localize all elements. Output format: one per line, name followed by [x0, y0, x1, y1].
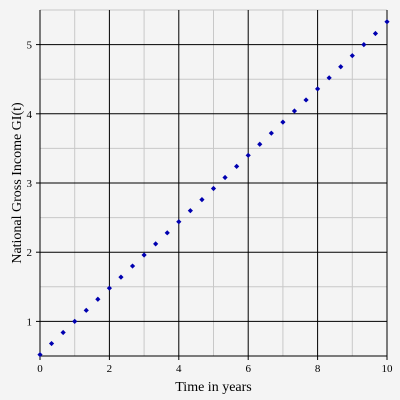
data-point	[129, 263, 136, 269]
data-point	[187, 208, 193, 214]
data-point	[245, 152, 251, 158]
data-point	[291, 108, 298, 114]
data-point	[338, 64, 344, 70]
data-point	[257, 141, 263, 147]
data-point	[222, 174, 228, 181]
data-point	[83, 307, 89, 313]
axes	[36, 10, 388, 360]
data-point	[118, 274, 124, 280]
x-tick-label: 8	[315, 363, 321, 375]
data-point	[303, 97, 309, 103]
data-point	[349, 53, 355, 59]
x-tick-label: 4	[176, 363, 182, 375]
data-point	[210, 185, 217, 192]
x-tick-label: 0	[37, 363, 43, 375]
data-point	[326, 75, 332, 81]
y-tick-label: 4	[27, 109, 33, 121]
data-point	[234, 163, 240, 169]
y-tick-label: 3	[27, 178, 33, 190]
data-point	[384, 19, 390, 25]
y-tick-label: 5	[27, 40, 33, 52]
y-tick-label: 2	[27, 247, 33, 259]
data-point	[372, 30, 379, 37]
data-point	[176, 219, 182, 225]
data-point	[164, 230, 170, 236]
data-point	[268, 130, 274, 136]
x-axis-label: Time in years	[175, 380, 251, 395]
x-tick-label: 10	[382, 363, 394, 375]
data-point	[95, 296, 101, 302]
data-point	[72, 318, 78, 324]
data-point	[106, 285, 112, 291]
data-points	[37, 19, 390, 358]
x-tick-label: 6	[245, 363, 251, 375]
data-point	[280, 119, 286, 125]
y-tick-label: 1	[27, 316, 33, 328]
data-point	[361, 42, 367, 48]
data-point	[315, 86, 321, 92]
data-point	[153, 241, 159, 247]
data-point	[48, 340, 55, 347]
data-point	[60, 329, 66, 336]
y-axis-label: National Gross Income GI(t)	[10, 102, 25, 264]
data-point	[141, 252, 147, 258]
x-tick-label: 2	[107, 363, 113, 375]
data-point	[37, 352, 43, 358]
grid-lines	[39, 9, 388, 357]
data-point	[199, 197, 205, 203]
